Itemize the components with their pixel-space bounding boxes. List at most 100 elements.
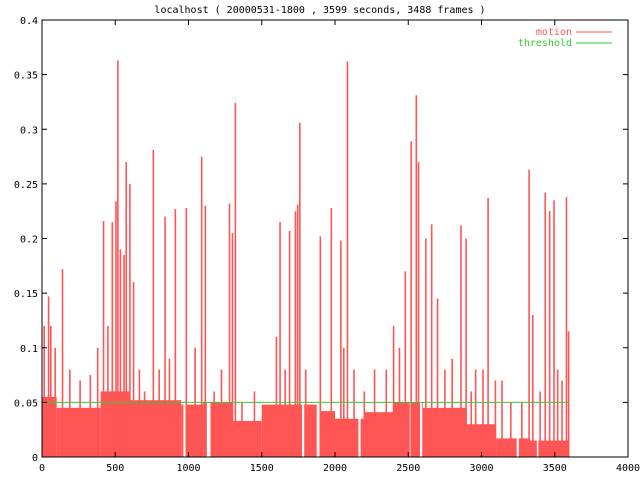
x-tick-label: 500 [106, 463, 124, 474]
motion-peak [234, 103, 237, 457]
y-tick-label: 0.4 [20, 16, 38, 27]
motion-area-block [496, 438, 517, 457]
motion-peak [565, 196, 568, 458]
motion-peak [520, 402, 523, 457]
motion-area-block [304, 404, 317, 457]
motion-peak [487, 198, 489, 457]
x-tick-label: 0 [39, 463, 45, 474]
motion-peak [353, 369, 355, 457]
motion-area-block [518, 438, 530, 457]
x-tick-label: 3000 [469, 463, 493, 474]
motion-peak [531, 314, 534, 457]
motion-peak [385, 369, 388, 457]
motion-peak [47, 296, 50, 457]
x-tick-label: 2000 [323, 463, 347, 474]
motion-peak [220, 369, 223, 457]
motion-peak [430, 224, 433, 457]
motion-peak [168, 358, 171, 457]
motion-peak [111, 222, 114, 457]
motion-peak [152, 150, 155, 457]
y-tick-label: 0.35 [14, 71, 38, 82]
legend: motion threshold [518, 27, 612, 49]
motion-peak [501, 380, 503, 457]
motion-area-block [232, 420, 262, 457]
motion-area-block [393, 402, 410, 457]
motion-peak [79, 380, 81, 457]
y-tick-label: 0.3 [20, 125, 38, 136]
motion-peak [275, 336, 278, 457]
motion-peak [319, 236, 322, 457]
motion-peak [138, 369, 141, 457]
motion-peak [200, 156, 203, 457]
motion-peak [510, 402, 512, 457]
motion-peak [474, 369, 477, 457]
motion-peak [425, 238, 427, 457]
motion-peak [115, 201, 117, 457]
motion-peak [49, 325, 52, 457]
motion-peak [363, 391, 366, 457]
motion-peak [460, 225, 462, 457]
motion-peak [43, 325, 45, 457]
motion-peak [284, 369, 286, 457]
motion-peak [410, 141, 412, 457]
motion-peak [89, 375, 92, 457]
motion-peak [213, 391, 215, 457]
motion-area-block [422, 402, 423, 457]
motion-peak [164, 216, 166, 457]
motion-peak [470, 391, 473, 457]
motion-peak [174, 209, 177, 457]
x-tick-label: 1000 [176, 463, 200, 474]
motion-peak [294, 211, 297, 457]
motion-peak [143, 391, 146, 457]
motion-peak [340, 240, 342, 457]
motion-peak [241, 402, 243, 457]
motion-peak [119, 249, 122, 457]
motion-peak [228, 203, 231, 457]
motion-peak [299, 122, 301, 457]
motion-peak [556, 369, 559, 457]
motion-peak [567, 331, 570, 457]
motion-peak [296, 204, 299, 457]
motion-peak [417, 162, 420, 457]
x-tick-label: 1500 [250, 463, 274, 474]
motion-peak [436, 298, 439, 457]
x-axis: 0 500 1000 1500 2000 2500 3000 3500 4000 [39, 20, 640, 474]
motion-peak [107, 325, 109, 457]
legend-label-motion: motion [536, 27, 572, 38]
motion-area-block [320, 411, 335, 457]
motion-peak [330, 207, 333, 457]
motion-peak [373, 369, 376, 457]
motion-area-block [364, 412, 394, 457]
motion-peak [304, 369, 307, 457]
motion-area-layer [42, 60, 570, 458]
motion-peak [231, 233, 234, 457]
motion-area-block [360, 418, 365, 457]
motion-peak [279, 222, 281, 457]
motion-peak [494, 380, 497, 457]
motion-peak [415, 95, 418, 457]
x-tick-label: 4000 [616, 463, 640, 474]
y-tick-label: 0.1 [20, 344, 38, 355]
motion-peak [288, 230, 291, 457]
motion-peak [117, 60, 119, 458]
motion-peak [465, 238, 467, 457]
motion-peak [204, 205, 207, 457]
motion-peak [451, 358, 453, 457]
motion-peak [69, 369, 71, 457]
motion-peak [158, 369, 160, 457]
motion-peak [544, 192, 547, 458]
motion-peak [444, 369, 446, 457]
motion-peak [346, 61, 349, 457]
motion-peak [539, 391, 541, 457]
motion-peak [528, 169, 530, 458]
y-tick-label: 0.05 [14, 398, 38, 409]
y-tick-label: 0.15 [14, 289, 38, 300]
motion-peak [61, 269, 64, 457]
motion-peak [482, 369, 484, 457]
motion-peak [548, 211, 551, 457]
chart-title: localhost ( 20000531-1800 , 3599 seconds… [154, 5, 485, 16]
legend-label-threshold: threshold [518, 38, 572, 49]
motion-peak [185, 207, 188, 457]
